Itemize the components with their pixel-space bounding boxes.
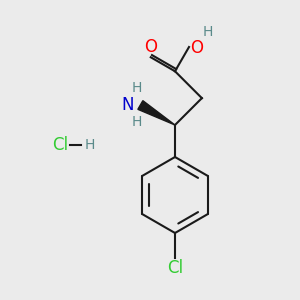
Text: H: H	[131, 115, 142, 129]
Text: N: N	[122, 96, 134, 114]
Text: H: H	[85, 138, 95, 152]
Text: Cl: Cl	[167, 259, 183, 277]
Text: H: H	[203, 25, 213, 39]
Text: Cl: Cl	[52, 136, 68, 154]
Polygon shape	[138, 101, 175, 125]
Text: O: O	[190, 39, 203, 57]
Text: H: H	[131, 81, 142, 95]
Text: O: O	[144, 38, 157, 56]
